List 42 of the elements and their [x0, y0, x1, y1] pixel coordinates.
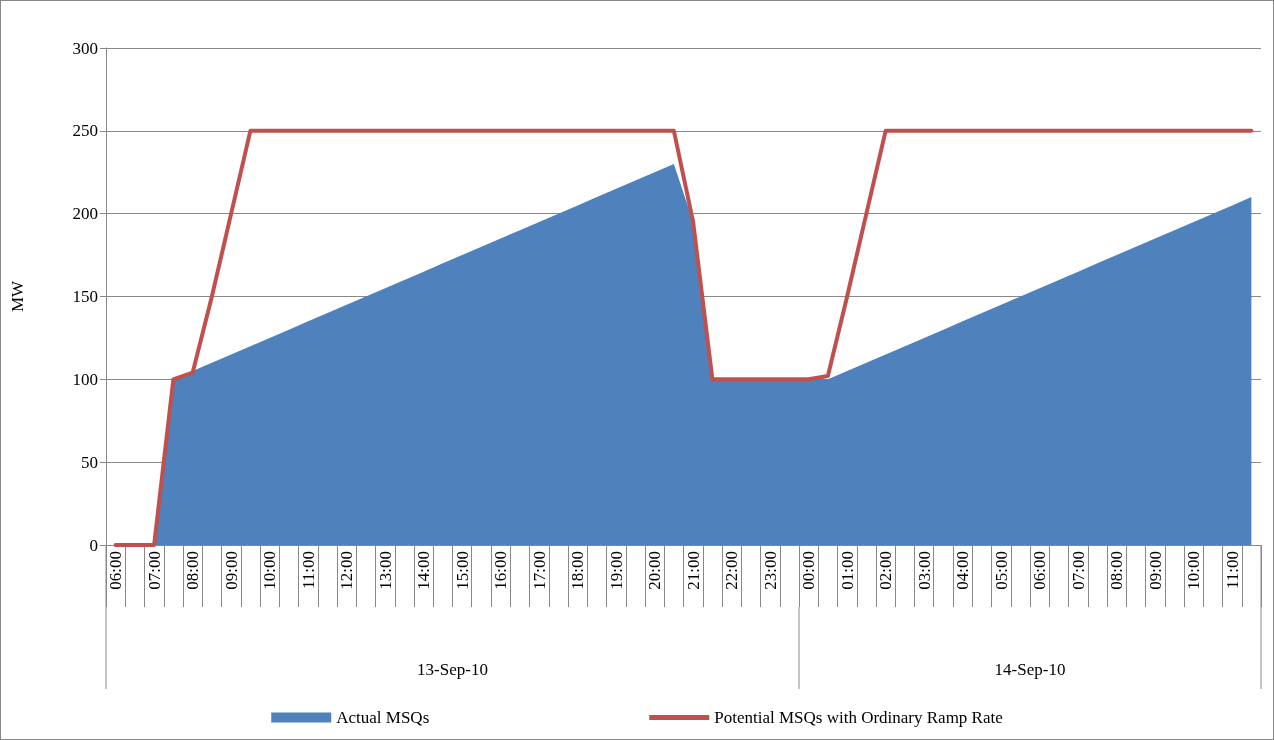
x-tick-label: 14:00 [414, 551, 434, 590]
y-axis-title: MW [8, 279, 27, 313]
y-tick-label: 100 [72, 369, 98, 389]
x-tick-label: 07:00 [144, 551, 164, 590]
text: 14-Sep-10 [994, 659, 1066, 679]
x-tick-label: 22:00 [722, 551, 742, 590]
x-tick-label: 10:00 [1184, 551, 1204, 590]
x-tick-label: 19:00 [606, 551, 626, 590]
y-tick-label: 250 [72, 121, 98, 141]
x-tick-label: 08:00 [183, 551, 203, 590]
legend-label: Actual MSQs [336, 708, 430, 727]
x-tick-label: 13:00 [375, 551, 395, 590]
x-tick-label: 09:00 [221, 551, 241, 590]
x-tick-label: 10:00 [260, 551, 280, 590]
x-tick-label: 23:00 [760, 551, 780, 590]
x-tick-label: 05:00 [991, 551, 1011, 590]
x-tick-label: 01:00 [837, 551, 857, 590]
x-tick-label: 06:00 [106, 551, 126, 590]
x-tick-label: 03:00 [914, 551, 934, 590]
x-tick-label: 12:00 [337, 551, 357, 590]
y-tick-label: 200 [72, 204, 98, 224]
x-tick-label: 17:00 [529, 551, 549, 590]
y-tick-label: 300 [72, 38, 98, 58]
x-tick-label: 06:00 [1030, 551, 1050, 590]
x-tick-label: 18:00 [568, 551, 588, 590]
x-tick-label: 11:00 [298, 551, 318, 590]
x-tick-label: 16:00 [491, 551, 511, 590]
legend-label: Potential MSQs with Ordinary Ramp Rate [714, 708, 1003, 727]
y-tick-label: 50 [81, 452, 98, 472]
text: 13-Sep-10 [417, 659, 488, 679]
x-tick-label: 15:00 [452, 551, 472, 590]
x-tick-label: 21:00 [683, 551, 703, 590]
x-tick-label: 02:00 [876, 551, 896, 590]
x-tick-label: 07:00 [1068, 551, 1088, 590]
x-tick-label: 04:00 [953, 551, 973, 590]
x-tick-label: 00:00 [799, 551, 819, 590]
x-tick-label: 20:00 [645, 551, 665, 590]
x-tick-label: 11:00 [1222, 551, 1242, 590]
y-tick-label: 150 [72, 287, 98, 306]
x-tick-label: 08:00 [1107, 551, 1127, 590]
x-tick-label: 09:00 [1145, 551, 1165, 590]
y-tick-label: 0 [89, 535, 98, 555]
